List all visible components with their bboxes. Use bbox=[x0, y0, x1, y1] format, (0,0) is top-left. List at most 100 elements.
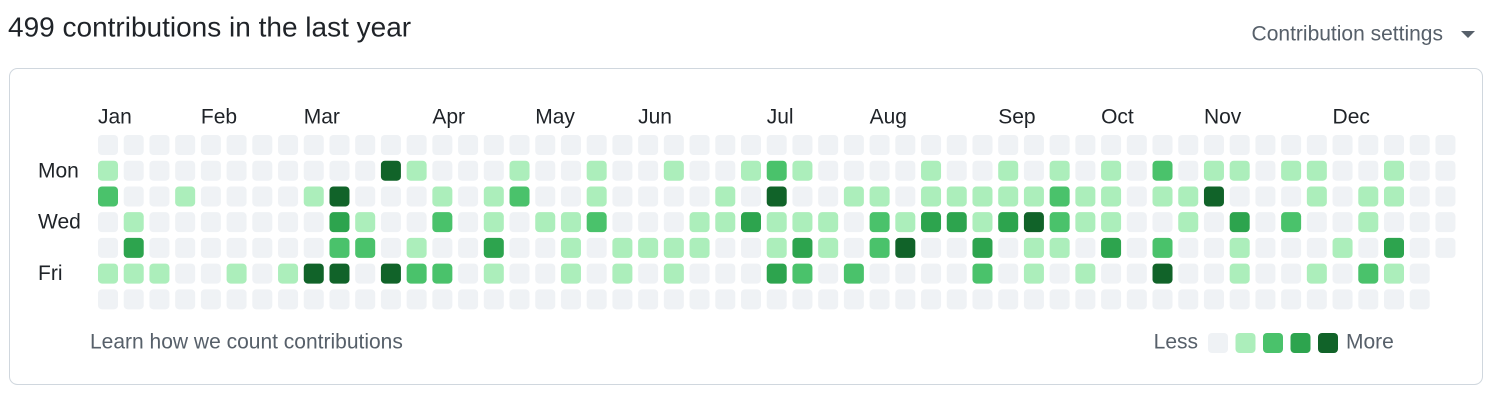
day-cell bbox=[612, 186, 633, 207]
day-cell bbox=[1409, 237, 1430, 258]
day-cell bbox=[406, 289, 427, 310]
day-cell bbox=[1384, 135, 1404, 155]
learn-link[interactable]: Learn how we count contributions bbox=[90, 331, 403, 354]
day-cell bbox=[1075, 263, 1096, 284]
day-cell bbox=[123, 263, 144, 284]
settings-button[interactable]: Contribution settings bbox=[1252, 23, 1443, 46]
day-cell bbox=[1255, 160, 1276, 181]
day-cell bbox=[1101, 263, 1122, 284]
title: 499 contributions in the last year bbox=[8, 11, 411, 42]
day-cell bbox=[612, 212, 633, 233]
day-cell bbox=[380, 237, 401, 258]
day-cell bbox=[972, 135, 993, 155]
day-cell bbox=[432, 237, 453, 258]
day-cell bbox=[1152, 212, 1173, 233]
day-cell bbox=[560, 212, 581, 233]
month-label: Mar bbox=[304, 106, 340, 129]
day-cell bbox=[1203, 263, 1224, 284]
day-cell bbox=[1306, 237, 1327, 258]
day-cell bbox=[458, 212, 479, 233]
day-cell bbox=[1281, 160, 1302, 181]
day-cell bbox=[1306, 135, 1327, 155]
day-cell bbox=[895, 263, 916, 284]
day-cell bbox=[329, 263, 350, 284]
day-cell bbox=[200, 237, 221, 258]
day-cell bbox=[843, 263, 864, 284]
day-cell bbox=[946, 135, 967, 155]
month-label: Nov bbox=[1204, 106, 1242, 129]
day-cell bbox=[946, 263, 967, 284]
day-cell bbox=[715, 289, 736, 310]
day-cell bbox=[1178, 212, 1199, 233]
day-cell bbox=[1384, 237, 1404, 258]
day-cell bbox=[998, 237, 1019, 258]
day-cell bbox=[123, 135, 144, 155]
day-cell bbox=[1203, 160, 1224, 181]
day-cell bbox=[123, 212, 144, 233]
day-cell bbox=[200, 263, 221, 284]
day-cell bbox=[586, 289, 607, 310]
day-cell bbox=[1332, 135, 1353, 155]
day-cell bbox=[1049, 237, 1070, 258]
month-label: Oct bbox=[1101, 106, 1134, 129]
day-cell bbox=[226, 160, 247, 181]
day-cell bbox=[278, 186, 299, 207]
day-cell bbox=[998, 289, 1019, 310]
day-cell bbox=[663, 289, 684, 310]
day-cell bbox=[972, 289, 993, 310]
day-cell bbox=[175, 212, 196, 233]
day-cell bbox=[278, 160, 299, 181]
day-cell bbox=[741, 263, 761, 284]
day-cell bbox=[1126, 263, 1147, 284]
day-cell bbox=[946, 160, 967, 181]
day-cell bbox=[792, 212, 813, 233]
day-cell bbox=[689, 160, 710, 181]
day-cell bbox=[843, 289, 864, 310]
day-cell bbox=[1178, 186, 1199, 207]
day-cell bbox=[278, 289, 299, 310]
day-cell bbox=[535, 263, 556, 284]
day-cell bbox=[200, 289, 221, 310]
day-cell bbox=[1332, 160, 1353, 181]
dropdown-caret[interactable] bbox=[1461, 31, 1475, 38]
day-cell bbox=[1126, 135, 1147, 155]
day-cell bbox=[175, 263, 196, 284]
day-cell bbox=[535, 289, 556, 310]
day-cell bbox=[200, 186, 221, 207]
day-cell bbox=[689, 263, 710, 284]
day-cell bbox=[1229, 289, 1250, 310]
day-cell bbox=[895, 135, 916, 155]
day-cell bbox=[586, 212, 607, 233]
day-cell bbox=[921, 135, 942, 155]
day-cell bbox=[895, 160, 916, 181]
day-cell bbox=[818, 212, 839, 233]
day-cell bbox=[1203, 212, 1224, 233]
day-cell bbox=[303, 237, 324, 258]
day-cell bbox=[1126, 212, 1147, 233]
day-cell bbox=[406, 186, 427, 207]
day-cell bbox=[1126, 289, 1147, 310]
day-cell bbox=[458, 186, 479, 207]
day-cell bbox=[303, 186, 324, 207]
day-cell bbox=[741, 186, 761, 207]
day-cell bbox=[149, 237, 170, 258]
day-cell bbox=[1049, 263, 1070, 284]
day-cell bbox=[843, 160, 864, 181]
day-cell bbox=[226, 135, 247, 155]
day-cell bbox=[792, 237, 813, 258]
day-cell bbox=[1281, 186, 1302, 207]
day-cell bbox=[1435, 160, 1456, 181]
day-cell bbox=[175, 237, 196, 258]
day-cell bbox=[689, 135, 710, 155]
legend-cell bbox=[1263, 333, 1283, 353]
day-cell bbox=[921, 237, 942, 258]
day-cell bbox=[1409, 186, 1430, 207]
day-cell bbox=[535, 135, 556, 155]
day-cell bbox=[766, 135, 787, 155]
day-cell bbox=[278, 263, 299, 284]
day-cell bbox=[149, 263, 170, 284]
day-cell bbox=[226, 237, 247, 258]
day-cell bbox=[715, 135, 736, 155]
day-cell bbox=[998, 135, 1019, 155]
day-cell bbox=[663, 186, 684, 207]
